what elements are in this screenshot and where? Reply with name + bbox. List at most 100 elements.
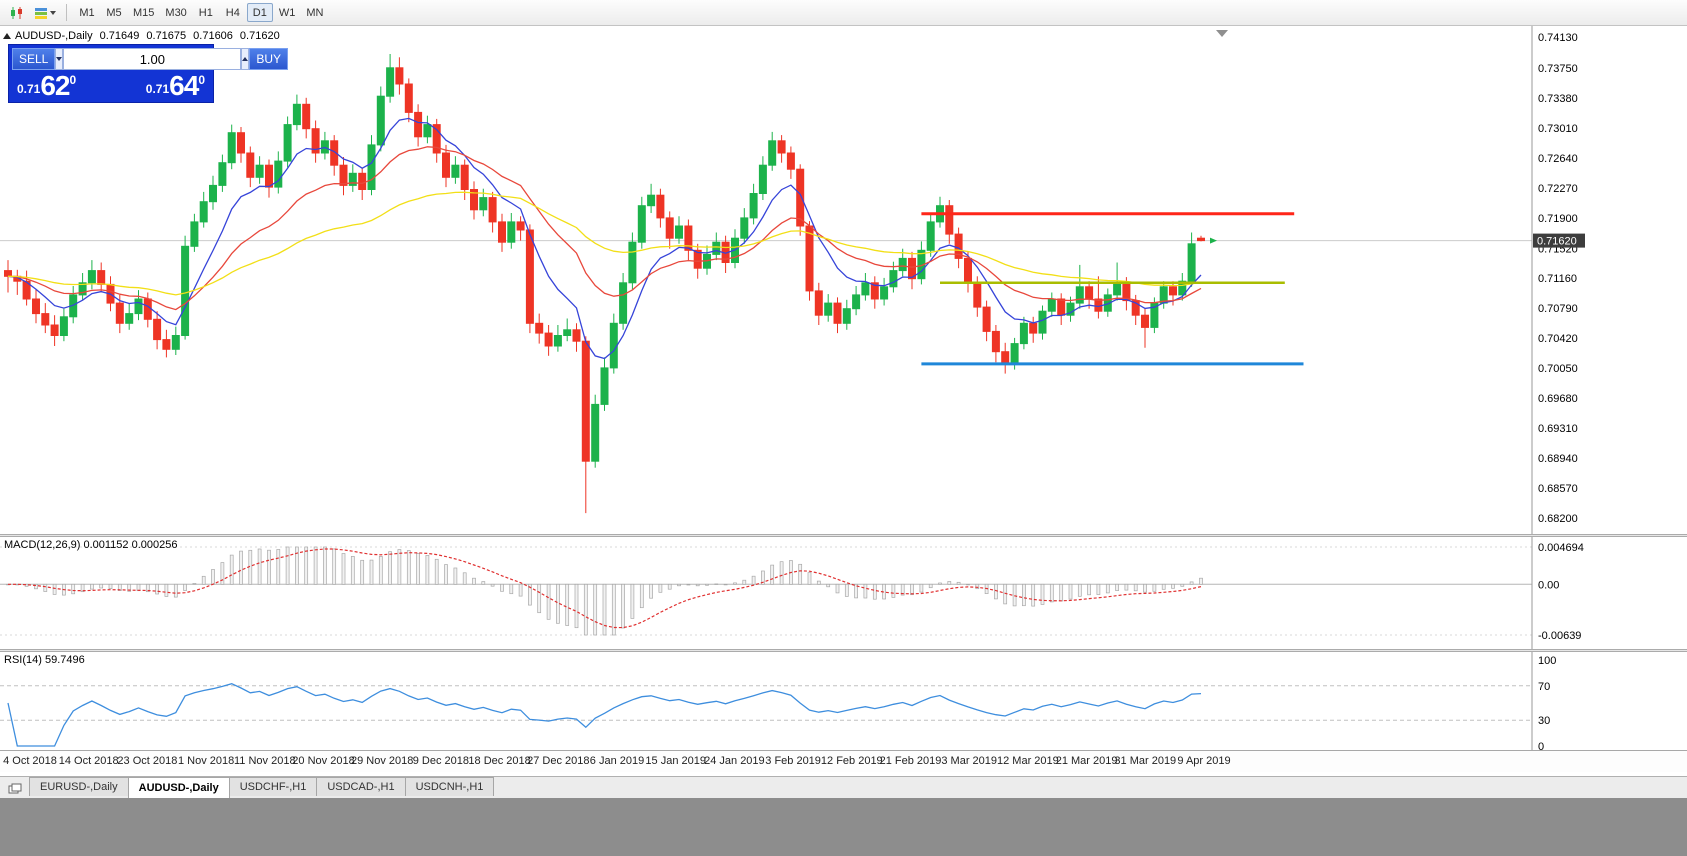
- svg-text:0.71900: 0.71900: [1538, 213, 1578, 225]
- timeframe-button-d1[interactable]: D1: [246, 3, 273, 22]
- rsi-line: [7, 683, 1202, 747]
- bottom-filler: [0, 798, 1687, 856]
- svg-text:0.71620: 0.71620: [1537, 236, 1577, 248]
- main-chart-panel: 0.74130 0.73750 0.73380 0.73010 0.72640 0.722…: [0, 26, 1687, 534]
- svg-text:0.71160: 0.71160: [1538, 273, 1577, 285]
- date-label: 21 Mar 2019: [1055, 755, 1118, 767]
- sell-price-display: 0.71 62 0: [17, 70, 76, 101]
- chart-tab-bar: EURUSD-,Daily AUDUSD-,Daily USDCHF-,H1 USDC…: [0, 776, 1687, 798]
- svg-text:0.70790: 0.70790: [1538, 303, 1578, 315]
- date-label: 4 Oct 2018: [3, 755, 57, 767]
- svg-text:0.72270: 0.72270: [1538, 183, 1578, 195]
- timeframe-button-w1[interactable]: W1: [278, 6, 296, 19]
- svg-text:0.00: 0.00: [1538, 579, 1559, 591]
- chart-tab-eurusd[interactable]: EURUSD-,Daily: [29, 777, 129, 796]
- chart-shift-marker[interactable]: [1216, 30, 1228, 37]
- sell-price-big: 62: [40, 70, 70, 101]
- svg-text:30: 30: [1538, 715, 1550, 727]
- chart-symbol-period: AUDUSD-,Daily: [15, 30, 93, 42]
- svg-text:0.70420: 0.70420: [1538, 333, 1578, 345]
- macd-panel: 0.004694 0.00 -0.00639 MACD(12,26,9) 0.001…: [0, 537, 1687, 649]
- rsi-label: RSI(14) 59.7496: [4, 654, 85, 666]
- volume-increase-button[interactable]: [241, 48, 250, 70]
- chart-header: AUDUSD-,Daily 0.71649 0.71675 0.71606 0.…: [15, 30, 280, 42]
- date-label: 29 Nov 2018: [350, 755, 414, 767]
- buy-price-display: 0.71 64 0: [145, 70, 205, 101]
- toolbar-separator: [66, 4, 67, 21]
- svg-text:0.68200: 0.68200: [1538, 513, 1578, 525]
- svg-text:0.70050: 0.70050: [1538, 363, 1578, 375]
- buy-price-prefix: 0.71: [145, 82, 170, 96]
- svg-text:70: 70: [1538, 681, 1550, 693]
- timeframe-button-h1[interactable]: H1: [198, 6, 213, 19]
- buy-price-big: 64: [169, 70, 199, 101]
- timeframe-button-m15[interactable]: M15: [133, 6, 155, 19]
- svg-text:0.74130: 0.74130: [1538, 32, 1578, 44]
- chart-list-icon[interactable]: [4, 779, 26, 798]
- ohlc-close: 0.71620: [239, 30, 280, 42]
- buy-price-sup: 0: [198, 73, 205, 87]
- main-chart-canvas[interactable]: 0.74130 0.73750 0.73380 0.73010 0.72640 0.722…: [0, 26, 1687, 534]
- panel-splitter[interactable]: [0, 649, 1687, 652]
- one-click-toggle[interactable]: [3, 33, 12, 41]
- macd-signal-line: [8, 548, 1202, 629]
- date-label: 15 Jan 2019: [645, 755, 706, 767]
- date-label: 14 Oct 2018: [58, 755, 119, 767]
- current-price-arrow: [1210, 237, 1217, 244]
- templates-dropdown-arrow[interactable]: [50, 10, 56, 15]
- chart-tab-audusd[interactable]: AUDUSD-,Daily: [127, 777, 230, 798]
- panel-splitter[interactable]: [0, 534, 1687, 537]
- rsi-canvas[interactable]: 100 70 30 0: [0, 652, 1687, 750]
- timeframe-button-m5[interactable]: M5: [106, 6, 122, 19]
- one-click-toggle-icon: [3, 33, 11, 39]
- toolbar: M1 M5 M15 M30 H1 H4 D1 W1 MN: [0, 0, 1687, 26]
- date-label: 20 Nov 2018: [292, 755, 355, 767]
- time-axis[interactable]: 4 Oct 2018 14 Oct 2018 23 Oct 2018 1 Nov 20…: [0, 750, 1687, 772]
- volume-input[interactable]: [63, 48, 242, 70]
- chart-tab-usdchf[interactable]: USDCHF-,H1: [228, 777, 318, 796]
- chart-tab-usdcnh[interactable]: USDCNH-,H1: [404, 777, 495, 796]
- date-label: 6 Jan 2019: [589, 755, 645, 767]
- date-label: 11 Nov 2018: [234, 755, 296, 767]
- price-scale[interactable]: 0.74130 0.73750 0.73380 0.73010 0.72640 0.722…: [1538, 32, 1578, 525]
- svg-text:100: 100: [1538, 655, 1556, 667]
- timeframe-button-m1[interactable]: M1: [79, 6, 95, 19]
- date-label: 24 Jan 2019: [704, 755, 765, 767]
- timeframe-button-h4[interactable]: H4: [225, 6, 240, 19]
- svg-text:0.69310: 0.69310: [1538, 423, 1578, 435]
- volume-decrease-button[interactable]: [55, 48, 64, 70]
- new-chart-button[interactable]: [5, 3, 29, 23]
- svg-text:0.004694: 0.004694: [1538, 542, 1584, 554]
- date-label: 1 Nov 2018: [177, 755, 235, 767]
- macd-scale: 0.004694 0.00 -0.00639: [1538, 542, 1584, 642]
- rsi-scale: 100 70 30 0: [1538, 655, 1556, 750]
- rsi-panel: 100 70 30 0 RSI(14) 59.7496: [0, 652, 1687, 750]
- templates-button[interactable]: [31, 3, 59, 23]
- macd-canvas[interactable]: 0.004694 0.00 -0.00639: [0, 537, 1687, 649]
- svg-text:0.73750: 0.73750: [1538, 63, 1578, 75]
- date-label: 12 Mar 2019: [997, 755, 1059, 767]
- date-label: 9 Apr 2019: [1177, 755, 1231, 767]
- new-chart-icon: [9, 6, 25, 20]
- templates-icon: [34, 6, 48, 20]
- ohlc-low: 0.71606: [193, 30, 233, 42]
- svg-text:0.68940: 0.68940: [1538, 453, 1578, 465]
- timeframe-toolbar: M1 M5 M15 M30 H1 H4 D1 W1 MN: [74, 3, 328, 22]
- svg-text:0: 0: [1538, 741, 1544, 750]
- chart-tabs: EURUSD-,Daily AUDUSD-,Daily USDCHF-,H1 USDC…: [29, 777, 495, 798]
- sell-button[interactable]: SELL: [12, 48, 56, 70]
- buy-button[interactable]: BUY: [249, 48, 289, 70]
- date-label: 12 Feb 2019: [820, 755, 883, 767]
- date-label: 21 Feb 2019: [879, 755, 942, 767]
- chart-tab-usdcad[interactable]: USDCAD-,H1: [316, 777, 406, 796]
- timeframe-button-mn[interactable]: MN: [306, 6, 324, 19]
- current-price-tag: 0.71620: [1533, 233, 1585, 248]
- svg-text:0.68570: 0.68570: [1538, 483, 1578, 495]
- volume-decrease-icon: [56, 57, 63, 61]
- timeframe-button-m30[interactable]: M30: [165, 6, 187, 19]
- svg-text:0.72640: 0.72640: [1538, 153, 1578, 165]
- ohlc-high: 0.71675: [146, 30, 187, 42]
- sell-price-prefix: 0.71: [17, 82, 41, 96]
